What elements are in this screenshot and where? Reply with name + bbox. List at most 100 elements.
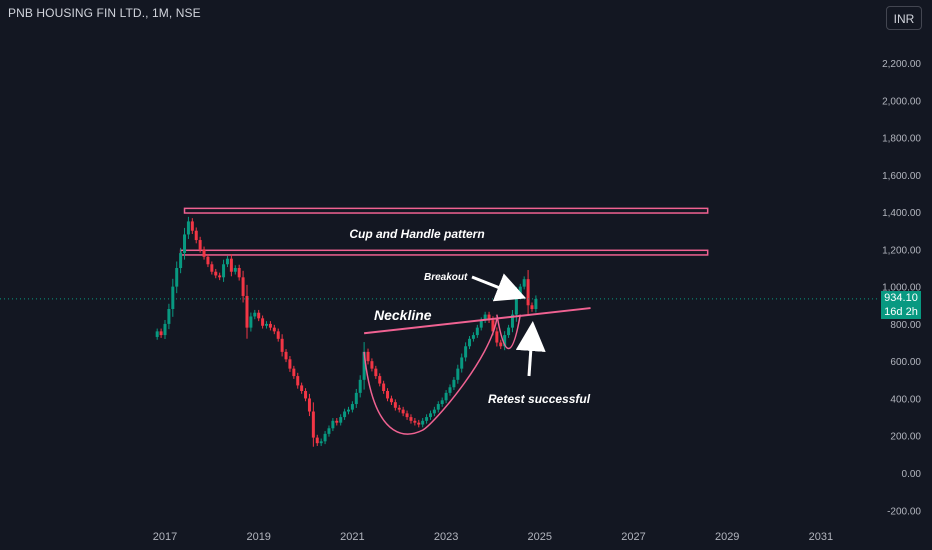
- candle-body: [510, 314, 514, 328]
- y-tick-label: 1,400.00: [882, 208, 921, 219]
- candle: [175, 261, 179, 294]
- candle: [530, 302, 534, 312]
- candle: [319, 438, 323, 446]
- candle-body: [339, 417, 343, 423]
- symbol-title: PNB HOUSING FIN LTD., 1M, NSE: [8, 6, 201, 20]
- candle-body: [343, 411, 347, 418]
- candle-body: [378, 376, 382, 384]
- candle-body: [534, 298, 538, 309]
- candle: [276, 328, 280, 342]
- candle-body: [503, 335, 507, 347]
- candle-body: [432, 409, 436, 414]
- x-tick-label: 2023: [434, 531, 458, 543]
- x-tick-label: 2021: [340, 531, 364, 543]
- candle: [475, 324, 479, 338]
- candle-body: [241, 277, 245, 296]
- currency-button[interactable]: INR: [886, 6, 922, 30]
- candle: [499, 339, 503, 350]
- candle: [206, 254, 210, 268]
- candle-body: [335, 420, 339, 423]
- candle-body: [210, 264, 214, 272]
- candle-body: [452, 379, 456, 388]
- candle-body: [436, 404, 440, 410]
- candle: [386, 388, 390, 402]
- candle: [413, 418, 417, 426]
- candle: [366, 348, 370, 365]
- candle-body: [440, 400, 444, 405]
- candle-body: [237, 268, 241, 278]
- neckline-label: Neckline: [374, 307, 432, 323]
- candle-body: [167, 309, 171, 324]
- candle-body: [393, 402, 397, 408]
- candle: [268, 321, 272, 331]
- candle: [522, 276, 526, 290]
- candle-body: [268, 323, 272, 328]
- candle-body: [163, 323, 167, 336]
- y-tick-label: 2,000.00: [882, 96, 921, 107]
- candle-body: [179, 253, 183, 268]
- candle: [237, 264, 241, 281]
- resistance-band-upper: [183, 207, 709, 214]
- candle-body: [257, 312, 261, 319]
- candle: [261, 315, 265, 329]
- candle-body: [499, 342, 503, 347]
- candle-body: [358, 379, 362, 393]
- candle-body: [471, 335, 475, 339]
- candle: [323, 431, 327, 445]
- candle: [362, 342, 366, 390]
- candle-body: [518, 286, 522, 295]
- cup-curve: [363, 318, 498, 435]
- candle-body: [526, 279, 530, 306]
- candle-body: [530, 305, 534, 309]
- candle: [214, 268, 218, 279]
- candle-body: [175, 268, 179, 287]
- x-tick-label: 2019: [246, 531, 270, 543]
- candle: [190, 218, 194, 234]
- candle: [300, 382, 304, 394]
- candle: [487, 311, 491, 323]
- candle-body: [362, 351, 366, 380]
- candle: [304, 388, 308, 402]
- candle-body: [300, 385, 304, 391]
- candle: [382, 380, 386, 394]
- candle: [440, 397, 444, 407]
- candle: [456, 364, 460, 384]
- candle: [241, 270, 245, 303]
- candle: [343, 408, 347, 420]
- candle-body: [280, 338, 284, 352]
- y-tick-label: 1,200.00: [882, 245, 921, 256]
- candle: [374, 365, 378, 379]
- neckline: [364, 307, 591, 335]
- candle-body: [159, 331, 163, 336]
- candle: [436, 401, 440, 413]
- candle-body: [346, 409, 350, 412]
- resistance-band-lower: [179, 249, 709, 256]
- candle-body: [413, 420, 417, 423]
- y-tick-label: 400.00: [890, 394, 921, 405]
- y-tick-label: 1,800.00: [882, 134, 921, 145]
- candle-body: [370, 361, 374, 369]
- y-tick-label: 200.00: [890, 432, 921, 443]
- y-tick-label: 1,600.00: [882, 171, 921, 182]
- candle-body: [468, 338, 472, 347]
- x-tick-label: 2027: [621, 531, 645, 543]
- y-tick-label: 0.00: [902, 469, 922, 480]
- candle-body: [456, 368, 460, 380]
- candle: [245, 284, 249, 339]
- candle-body: [202, 249, 206, 257]
- candle-body: [233, 268, 237, 272]
- candle: [339, 414, 343, 426]
- candle-body: [483, 314, 487, 321]
- candle: [315, 434, 319, 446]
- candle: [249, 312, 253, 332]
- x-tick-label: 2029: [715, 531, 739, 543]
- candle: [417, 419, 421, 428]
- candle-body: [354, 392, 358, 405]
- candle-body: [327, 428, 331, 434]
- bar-countdown-tag: 16d 2h: [881, 305, 921, 319]
- candle: [526, 270, 530, 315]
- x-tick-label: 2025: [528, 531, 552, 543]
- candle: [265, 321, 269, 329]
